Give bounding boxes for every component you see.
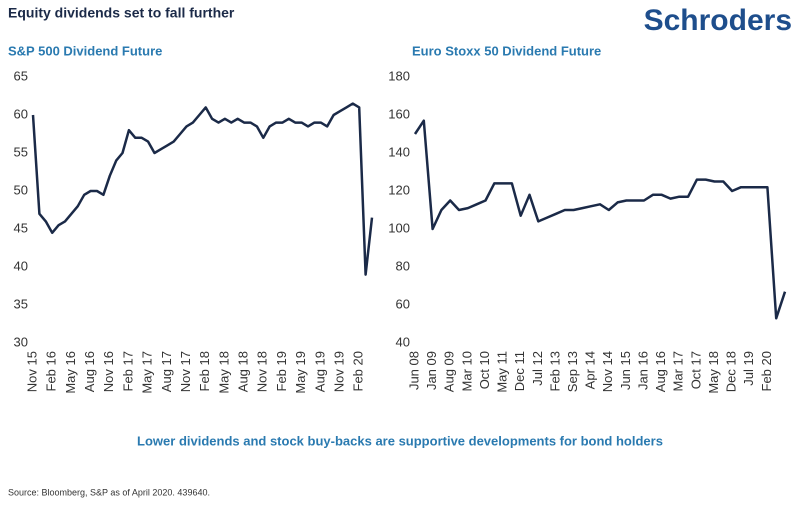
x-tick-label: Aug 16	[82, 351, 97, 392]
x-tick-label: Aug 17	[159, 351, 174, 392]
y-tick-label: 80	[396, 258, 410, 273]
y-tick-label: 30	[14, 334, 28, 349]
chart-title: S&P 500 Dividend Future	[8, 43, 162, 58]
x-tick-label: May 19	[293, 351, 308, 394]
x-tick-label: Oct 10	[477, 351, 492, 389]
x-tick-label: Sep 13	[565, 351, 580, 392]
x-tick-label: Feb 20	[351, 351, 366, 391]
y-tick-label: 160	[388, 106, 410, 121]
y-tick-label: 40	[396, 334, 410, 349]
x-tick-label: May 11	[495, 351, 510, 393]
x-tick-label: Feb 13	[547, 351, 562, 391]
x-tick-label: Dec 18	[724, 351, 739, 392]
y-tick-label: 35	[14, 296, 28, 311]
x-tick-label: Aug 09	[442, 351, 457, 392]
y-tick-label: 60	[14, 106, 28, 121]
x-tick-label: Mar 17	[671, 351, 686, 391]
x-tick-label: Jun 15	[618, 351, 633, 390]
x-tick-label: May 18	[216, 351, 231, 394]
x-tick-label: Aug 16	[653, 351, 668, 392]
x-tick-label: Jun 08	[406, 351, 421, 390]
x-tick-label: Feb 16	[44, 351, 59, 391]
x-tick-label: Feb 17	[120, 351, 135, 391]
page-title: Equity dividends set to fall further	[8, 5, 235, 21]
logo: Schroders	[644, 4, 792, 37]
data-line	[31, 102, 374, 276]
x-tick-label: Dec 11	[512, 351, 527, 391]
y-tick-label: 45	[14, 220, 28, 235]
chart-title: Euro Stoxx 50 Dividend Future	[412, 43, 601, 58]
x-tick-label: Feb 19	[274, 351, 289, 391]
x-tick-label: Aug 18	[236, 351, 251, 392]
y-tick-label: 60	[396, 296, 410, 311]
caption: Lower dividends and stock buy-backs are …	[137, 433, 663, 448]
x-tick-label: Nov 15	[24, 351, 39, 392]
x-tick-label: Nov 18	[255, 351, 270, 392]
y-tick-label: 180	[388, 68, 410, 83]
x-tick-label: Apr 14	[583, 351, 598, 389]
x-tick-label: May 18	[706, 351, 721, 394]
data-line	[413, 119, 787, 320]
x-tick-label: Jul 19	[741, 351, 756, 386]
x-tick-label: May 17	[140, 351, 155, 394]
y-tick-label: 55	[14, 144, 28, 159]
x-tick-label: Nov 14	[600, 351, 615, 392]
x-tick-label: Nov 17	[178, 351, 193, 392]
x-tick-label: Jan 16	[635, 351, 650, 390]
x-tick-label: Jan 09	[424, 351, 439, 390]
source: Source: Bloomberg, S&P as of April 2020.…	[8, 487, 210, 497]
x-tick-label: May 16	[63, 351, 78, 394]
x-tick-label: Oct 17	[688, 351, 703, 389]
x-tick-label: Aug 19	[312, 351, 327, 392]
x-tick-label: Jul 12	[530, 351, 545, 386]
x-tick-label: Nov 19	[331, 351, 346, 392]
y-tick-label: 120	[388, 182, 410, 197]
y-tick-label: 40	[14, 258, 28, 273]
y-tick-label: 100	[388, 220, 410, 235]
y-tick-label: 50	[14, 182, 28, 197]
y-tick-label: 65	[14, 68, 28, 83]
x-tick-label: Feb 20	[759, 351, 774, 391]
y-tick-label: 140	[388, 144, 410, 159]
x-tick-label: Mar 10	[459, 351, 474, 391]
x-tick-label: Nov 16	[101, 351, 116, 392]
x-tick-label: Feb 18	[197, 351, 212, 391]
